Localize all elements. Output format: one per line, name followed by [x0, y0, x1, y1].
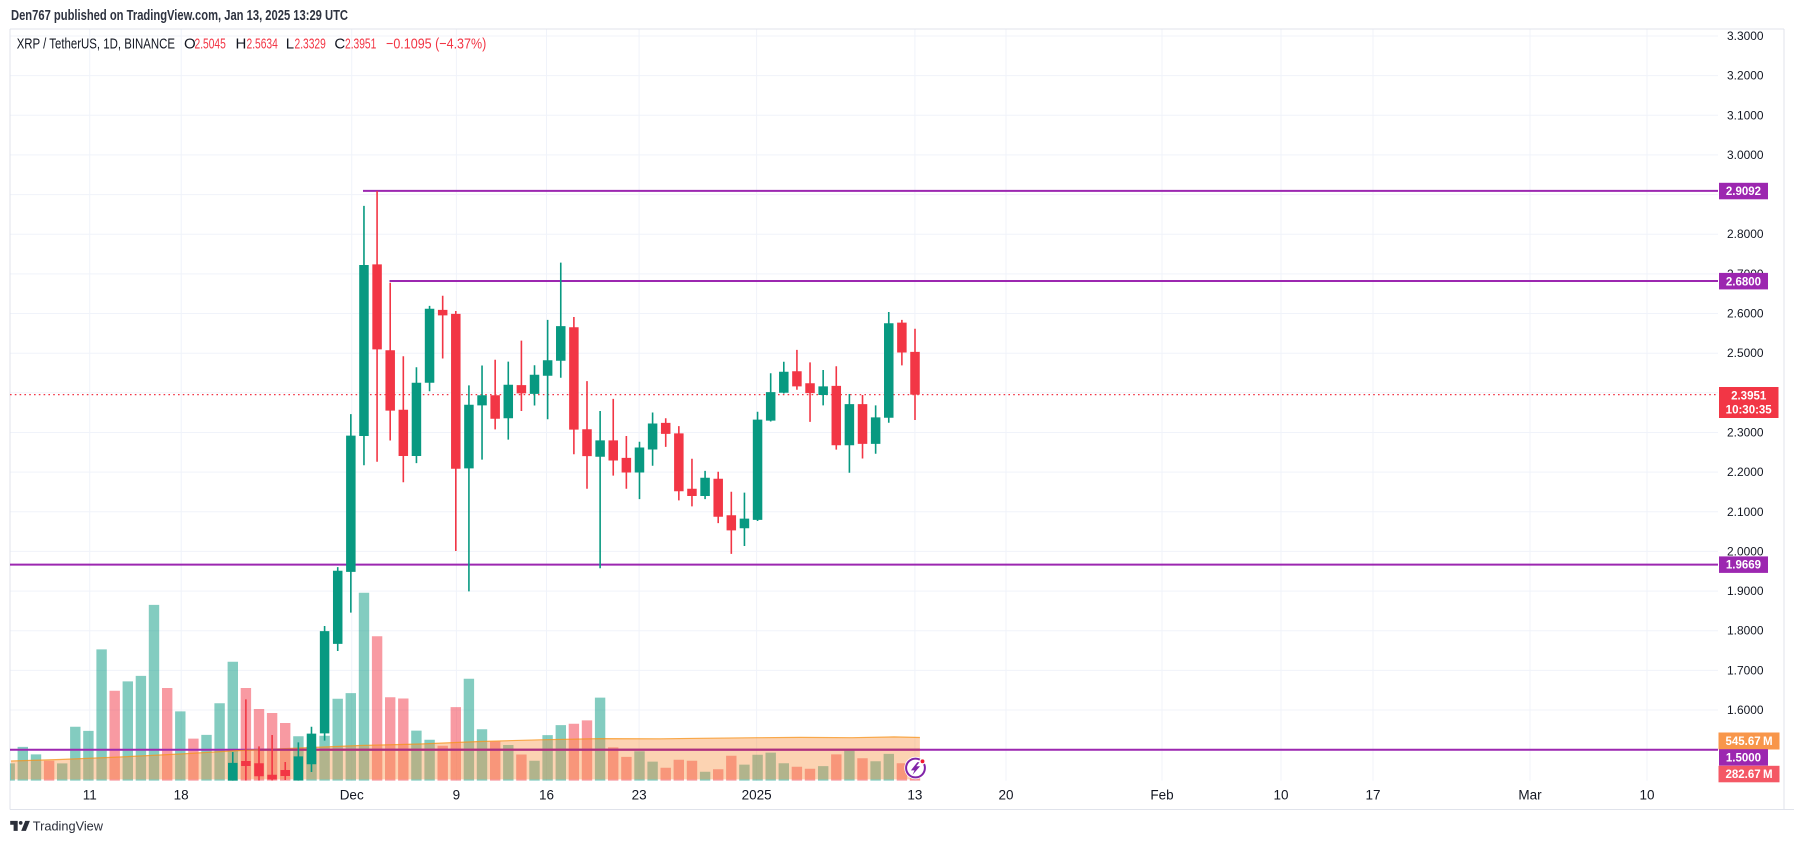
svg-text:2.8000: 2.8000 [1727, 229, 1764, 241]
svg-text:9: 9 [453, 787, 461, 802]
svg-text:2.0000: 2.0000 [1727, 546, 1764, 558]
svg-text:2.1000: 2.1000 [1727, 507, 1764, 519]
svg-text:10:30:35: 10:30:35 [1726, 404, 1773, 416]
svg-text:C: C [334, 36, 345, 53]
svg-text:2.5634: 2.5634 [247, 36, 278, 53]
svg-text:3.3000: 3.3000 [1727, 31, 1764, 43]
svg-text:1.7000: 1.7000 [1727, 665, 1764, 677]
svg-text:Den767 published on TradingVie: Den767 published on TradingView.com, Jan… [11, 8, 348, 24]
svg-text:−0.1095 (−4.37%): −0.1095 (−4.37%) [386, 36, 486, 53]
svg-text:2.2000: 2.2000 [1727, 467, 1764, 479]
svg-text:2.3000: 2.3000 [1727, 428, 1764, 440]
svg-text:2.5000: 2.5000 [1727, 348, 1764, 360]
svg-text:XRP / TetherUS, 1D, BINANCE: XRP / TetherUS, 1D, BINANCE [17, 36, 175, 53]
svg-text:Mar: Mar [1518, 787, 1542, 802]
svg-text:11: 11 [83, 787, 97, 802]
svg-text:TradingView: TradingView [33, 820, 104, 834]
svg-text:1.9669: 1.9669 [1726, 560, 1761, 572]
svg-text:1.9000: 1.9000 [1727, 586, 1764, 598]
svg-text:2.3329: 2.3329 [295, 36, 326, 53]
svg-text:16: 16 [539, 787, 554, 802]
svg-text:2.5045: 2.5045 [195, 36, 226, 53]
svg-text:10: 10 [1639, 787, 1654, 802]
svg-text:2.3951: 2.3951 [345, 36, 376, 53]
svg-text:H: H [236, 36, 247, 53]
svg-text:20: 20 [998, 787, 1013, 802]
svg-text:Feb: Feb [1150, 787, 1173, 802]
svg-text:2.3951: 2.3951 [1731, 391, 1767, 403]
svg-text:3.1000: 3.1000 [1727, 110, 1764, 122]
svg-text:2.6800: 2.6800 [1726, 276, 1761, 288]
svg-text:17: 17 [1365, 787, 1380, 802]
svg-text:2.6000: 2.6000 [1727, 309, 1764, 321]
svg-text:1.8000: 1.8000 [1727, 626, 1764, 638]
svg-text:23: 23 [632, 787, 647, 802]
svg-text:2.9092: 2.9092 [1726, 186, 1761, 198]
svg-text:2025: 2025 [742, 787, 772, 802]
svg-text:1.5000: 1.5000 [1726, 753, 1761, 765]
svg-text:282.67 M: 282.67 M [1725, 769, 1772, 781]
svg-text:13: 13 [907, 787, 922, 802]
svg-text:10: 10 [1273, 787, 1288, 802]
svg-text:1.6000: 1.6000 [1727, 705, 1764, 717]
svg-text:18: 18 [174, 787, 189, 802]
svg-text:Dec: Dec [340, 787, 364, 802]
svg-text:545.67 M: 545.67 M [1725, 736, 1772, 748]
svg-text:3.0000: 3.0000 [1727, 150, 1764, 162]
svg-text:3.2000: 3.2000 [1727, 71, 1764, 83]
svg-text:O: O [184, 36, 196, 53]
svg-text:L: L [286, 36, 294, 53]
